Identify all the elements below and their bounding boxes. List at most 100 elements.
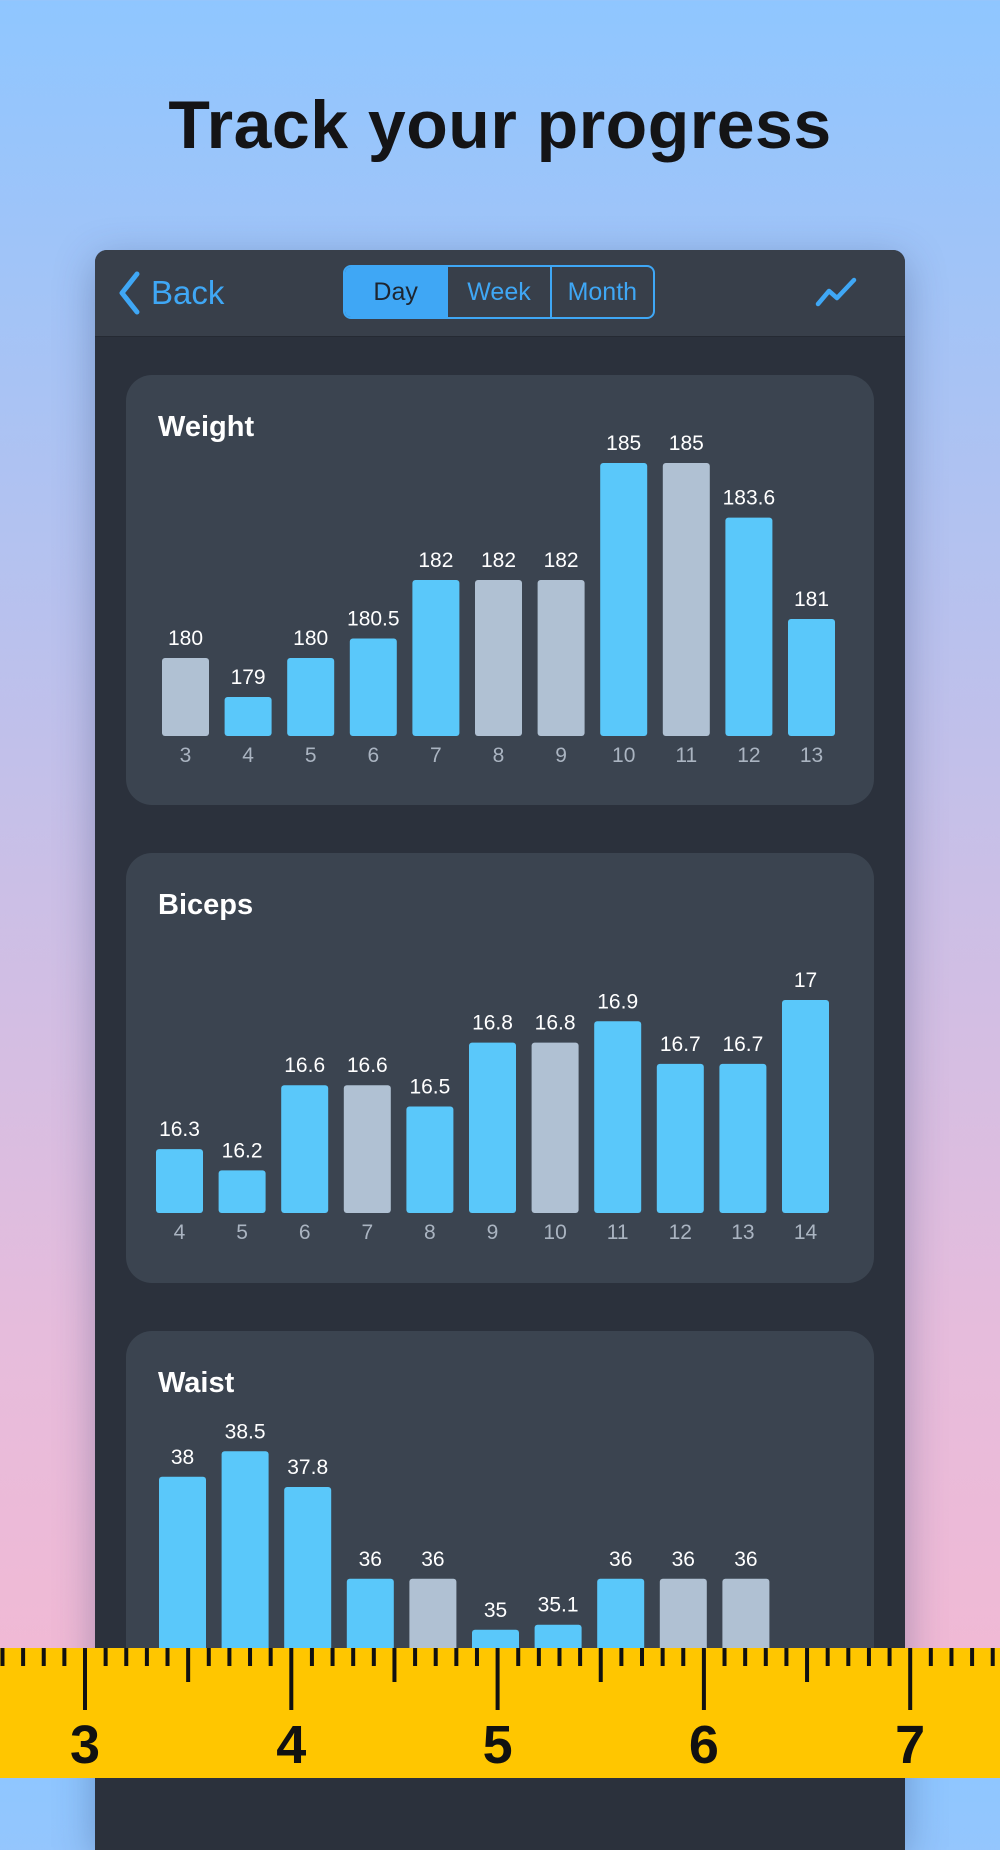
minor-tick bbox=[186, 1648, 191, 1682]
bar bbox=[221, 1451, 269, 1691]
minor-tick bbox=[640, 1648, 645, 1666]
minor-tick bbox=[928, 1648, 933, 1666]
value-label: 179 bbox=[231, 666, 266, 689]
bar bbox=[656, 1063, 704, 1213]
trend-line-icon[interactable] bbox=[815, 274, 857, 310]
value-label: 36 bbox=[609, 1548, 632, 1571]
minor-tick bbox=[619, 1648, 624, 1666]
value-label: 36 bbox=[359, 1548, 382, 1571]
minor-tick bbox=[825, 1648, 830, 1666]
major-tick bbox=[83, 1648, 87, 1710]
minor-tick bbox=[474, 1648, 479, 1666]
category-label: 10 bbox=[612, 744, 635, 767]
bar bbox=[218, 1170, 266, 1213]
navigation-bar: Back Day Week Month bbox=[95, 250, 905, 337]
minor-tick bbox=[413, 1648, 418, 1666]
value-label: 38.5 bbox=[225, 1420, 266, 1443]
minor-tick bbox=[516, 1648, 521, 1666]
minor-tick bbox=[371, 1648, 376, 1666]
minor-tick bbox=[165, 1648, 170, 1666]
biceps-chart: 16.3 4 16.2 5 16.6 6 16.6 7 16.5 8 16.8 9 16.8 10 16.9… bbox=[156, 969, 829, 1244]
card-title: Biceps bbox=[158, 889, 254, 921]
minor-tick bbox=[722, 1648, 727, 1666]
minor-tick bbox=[536, 1648, 541, 1666]
bar bbox=[349, 638, 397, 736]
bar bbox=[287, 658, 335, 736]
bar bbox=[343, 1085, 391, 1213]
minor-tick bbox=[227, 1648, 232, 1666]
value-label: 180.5 bbox=[347, 608, 400, 631]
minor-tick bbox=[392, 1648, 397, 1682]
minor-tick bbox=[970, 1648, 975, 1666]
period-segmented-control: Day Week Month bbox=[343, 265, 655, 319]
minor-tick bbox=[206, 1648, 211, 1666]
category-label: 6 bbox=[367, 744, 379, 767]
minor-tick bbox=[248, 1648, 253, 1666]
bar bbox=[412, 580, 460, 736]
minor-tick bbox=[578, 1648, 583, 1666]
value-label: 17 bbox=[794, 969, 817, 992]
value-label: 182 bbox=[544, 549, 579, 572]
value-label: 185 bbox=[669, 432, 704, 455]
back-button[interactable]: Back bbox=[117, 268, 224, 318]
weight-chart: 180 3 179 4 180 5 180.5 6 182 7 182 8 182 9 185 10 185 11… bbox=[162, 432, 835, 767]
segment-week[interactable]: Week bbox=[448, 267, 552, 317]
minor-tick bbox=[0, 1648, 5, 1666]
bar bbox=[156, 1149, 203, 1213]
value-label: 183.6 bbox=[723, 487, 776, 510]
minor-tick bbox=[144, 1648, 149, 1666]
value-label: 16.7 bbox=[660, 1033, 701, 1056]
ruler-number: 7 bbox=[895, 1715, 925, 1775]
bar bbox=[284, 1487, 332, 1691]
bar bbox=[537, 580, 585, 736]
segment-day[interactable]: Day bbox=[345, 267, 449, 317]
minor-tick bbox=[784, 1648, 789, 1666]
major-tick bbox=[701, 1648, 706, 1710]
value-label: 185 bbox=[606, 432, 641, 455]
category-label: 13 bbox=[731, 1221, 754, 1244]
value-label: 35.1 bbox=[538, 1594, 579, 1617]
category-label: 3 bbox=[180, 744, 192, 767]
category-label: 13 bbox=[800, 744, 823, 767]
card-title: Weight bbox=[158, 411, 255, 443]
value-label: 181 bbox=[794, 588, 829, 611]
segment-month[interactable]: Month bbox=[567, 277, 638, 306]
bar bbox=[594, 1021, 642, 1213]
minor-tick bbox=[805, 1648, 810, 1682]
category-label: 4 bbox=[242, 744, 254, 767]
minor-tick bbox=[557, 1648, 562, 1666]
category-label: 8 bbox=[493, 744, 505, 767]
page-headline: Track your progress bbox=[168, 87, 832, 163]
category-label: 7 bbox=[361, 1221, 373, 1244]
bar bbox=[406, 1106, 454, 1213]
category-label: 4 bbox=[174, 1221, 186, 1244]
minor-tick bbox=[309, 1648, 314, 1666]
value-label: 180 bbox=[168, 627, 203, 650]
bar bbox=[475, 580, 522, 736]
minor-tick bbox=[660, 1648, 665, 1666]
minor-tick bbox=[351, 1648, 356, 1666]
value-label: 36 bbox=[672, 1548, 695, 1571]
biceps-card[interactable]: Biceps 16.3 4 16.2 5 16.6 6 16.6 7 16.5 8 16.8 9 16.… bbox=[126, 853, 874, 1283]
category-label: 9 bbox=[555, 744, 567, 767]
bar bbox=[782, 1000, 829, 1213]
ruler-number: 3 bbox=[70, 1715, 100, 1775]
value-label: 16.9 bbox=[597, 990, 638, 1013]
minor-tick bbox=[743, 1648, 748, 1666]
minor-tick bbox=[454, 1648, 459, 1666]
category-label: 5 bbox=[305, 744, 317, 767]
value-label: 16.6 bbox=[347, 1054, 388, 1077]
value-label: 37.8 bbox=[287, 1456, 328, 1479]
value-label: 35 bbox=[484, 1599, 507, 1622]
major-tick bbox=[495, 1648, 500, 1710]
minor-tick bbox=[62, 1648, 67, 1666]
weight-card[interactable]: Weight 180 3 179 4 180 5 180.5 6 182 7 182 8 182 9 185… bbox=[126, 375, 874, 805]
bar bbox=[159, 1476, 206, 1691]
value-label: 182 bbox=[481, 549, 516, 572]
bar bbox=[725, 517, 773, 736]
category-label: 7 bbox=[430, 744, 442, 767]
app-screen: Back Day Week Month Weight 180 3 179 4 180 5 1… bbox=[95, 250, 905, 1850]
measuring-tape: 3 4 5 6 7 bbox=[0, 1648, 1000, 1778]
bar bbox=[662, 463, 710, 736]
bar bbox=[281, 1085, 329, 1213]
